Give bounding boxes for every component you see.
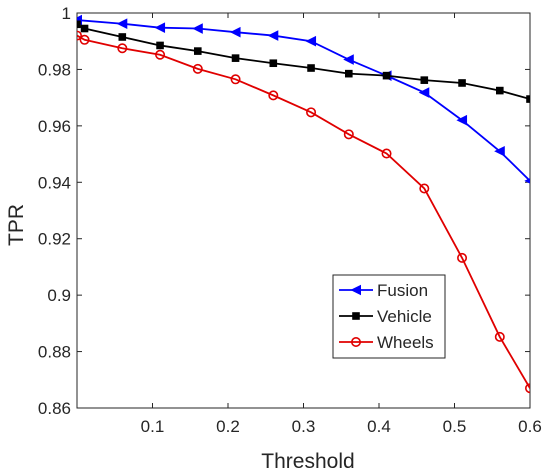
data-point-wheels xyxy=(230,74,241,85)
data-point-fusion xyxy=(456,114,468,126)
data-point-fusion xyxy=(418,87,430,98)
axes: 0.1 0.2 0.3 0.4 0.5 0.6 0.86 0.88 0.9 0.92 0.94 0.9… xyxy=(38,4,542,436)
data-point-fusion xyxy=(494,145,505,157)
x-tick-label: 0.4 xyxy=(367,417,391,436)
series-line-wheels xyxy=(77,34,530,389)
y-tick-label: 0.92 xyxy=(38,230,71,249)
data-point-fusion xyxy=(305,35,317,47)
data-point-wheels xyxy=(525,383,530,394)
y-tick-label: 0.86 xyxy=(38,399,71,418)
data-point-fusion xyxy=(524,178,530,184)
series-line-vehicle xyxy=(77,23,530,100)
x-tick-label: 0.5 xyxy=(443,417,467,436)
legend-marker-fusion xyxy=(350,284,361,296)
data-point-fusion xyxy=(116,18,128,30)
legend-marker-wheels xyxy=(350,336,361,347)
data-point-fusion xyxy=(192,23,203,34)
y-tick-label: 0.94 xyxy=(38,173,71,192)
data-point-wheels xyxy=(494,331,505,342)
data-point-vehicle xyxy=(420,76,429,84)
data-point-vehicle xyxy=(345,69,353,78)
data-point-wheels xyxy=(192,63,203,74)
data-point-vehicle xyxy=(382,71,391,80)
legend-label-vehicle: Vehicle xyxy=(377,307,432,326)
data-point-vehicle xyxy=(118,33,127,41)
data-point-fusion xyxy=(229,26,241,38)
y-tick-label: 0.98 xyxy=(38,60,71,79)
data-point-wheels xyxy=(343,129,354,140)
data-point-fusion xyxy=(267,30,279,41)
data-point-vehicle xyxy=(80,24,89,33)
data-point-fusion xyxy=(154,22,166,33)
data-point-vehicle xyxy=(307,64,315,72)
plot-frame xyxy=(76,12,531,409)
series-layer xyxy=(77,14,530,394)
data-point-vehicle xyxy=(269,59,278,68)
legend-marker-vehicle xyxy=(352,312,360,320)
data-point-wheels xyxy=(381,148,392,159)
data-point-vehicle xyxy=(194,47,202,55)
data-point-vehicle xyxy=(77,20,81,29)
y-tick-label: 0.96 xyxy=(38,117,71,136)
legend: Fusion Vehicle Wheels xyxy=(332,274,446,359)
legend-label-wheels: Wheels xyxy=(377,333,434,352)
data-point-vehicle xyxy=(496,86,504,95)
data-point-wheels xyxy=(457,252,468,263)
data-point-vehicle xyxy=(458,79,466,87)
y-tick-label: 1 xyxy=(62,4,71,23)
data-point-wheels xyxy=(117,43,128,54)
data-point-wheels xyxy=(419,183,430,194)
data-point-vehicle xyxy=(526,95,530,103)
legend-label-fusion: Fusion xyxy=(377,281,428,300)
data-point-vehicle xyxy=(231,54,240,62)
data-point-wheels xyxy=(268,90,279,101)
data-point-fusion xyxy=(343,54,354,65)
data-point-wheels xyxy=(155,49,166,60)
x-tick-label: 0.1 xyxy=(141,417,165,436)
data-point-wheels xyxy=(77,30,82,41)
x-tick-label: 0.2 xyxy=(216,417,240,436)
y-tick-label: 0.88 xyxy=(38,343,71,362)
x-tick-label: 0.6 xyxy=(518,417,542,436)
data-point-wheels xyxy=(306,107,317,118)
x-axis-label: Threshold xyxy=(261,450,354,473)
data-point-wheels xyxy=(79,34,90,45)
x-tick-label: 0.3 xyxy=(292,417,316,436)
data-point-vehicle xyxy=(156,41,164,50)
plot-area xyxy=(76,12,531,409)
y-tick-label: 0.9 xyxy=(47,286,71,305)
y-axis-label: TPR xyxy=(5,204,28,246)
